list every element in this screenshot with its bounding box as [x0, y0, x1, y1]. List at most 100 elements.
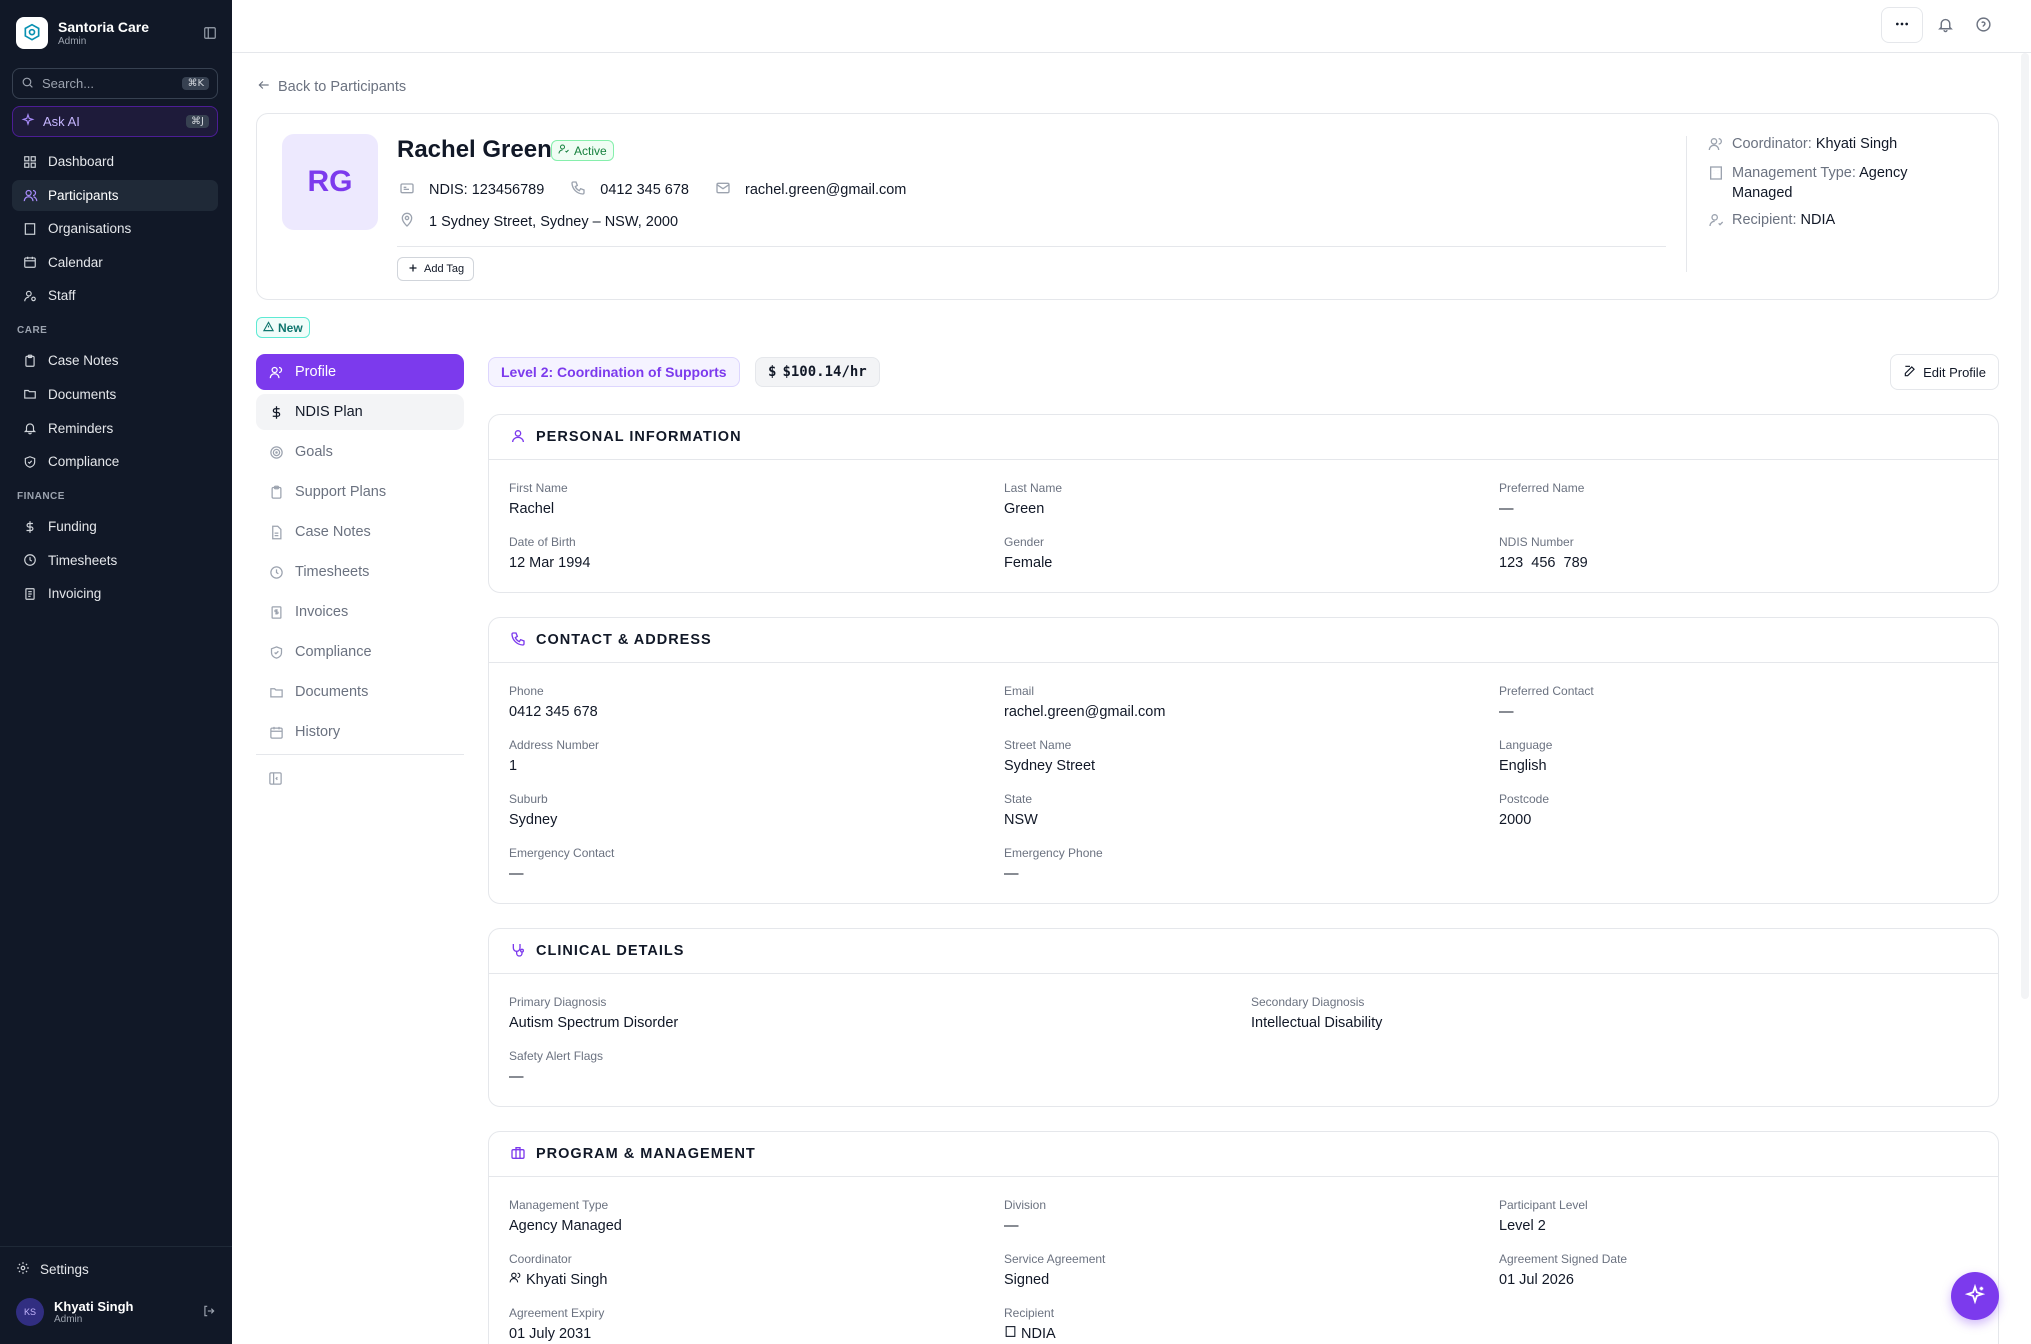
field-value: 01 Jul 2026: [1499, 1272, 1574, 1288]
clock-icon: [268, 564, 284, 580]
search-shortcut: ⌘K: [182, 77, 209, 90]
field-value: —: [509, 866, 524, 882]
field-value: 123 456 789: [1499, 555, 1588, 571]
tab-label: History: [295, 724, 341, 740]
search-icon: [21, 76, 34, 92]
edit-profile-button[interactable]: Edit Profile: [1890, 354, 1999, 390]
field-label: Management Type: [509, 1198, 609, 1212]
field-postcode: Postcode 2000: [1499, 792, 1549, 829]
nav-label: Timesheets: [48, 552, 118, 568]
tab-label: Timesheets: [295, 564, 370, 580]
management-label: Management Type:: [1732, 165, 1856, 181]
tab-ndis-plan[interactable]: NDIS Plan: [256, 394, 464, 430]
nav-label: Participants: [48, 187, 119, 203]
nav-item-case-notes[interactable]: Case Notes: [12, 345, 218, 376]
nav-item-settings[interactable]: Settings: [16, 1261, 89, 1278]
ai-assistant-fab[interactable]: [1951, 1272, 1999, 1320]
more-horizontal-icon: [1894, 16, 1910, 35]
phone-icon: [510, 631, 526, 650]
tabs-divider: [256, 754, 464, 755]
sidebar-toggle-icon[interactable]: [202, 25, 218, 41]
coordinator-name: Khyati Singh: [526, 1272, 608, 1288]
field-management-type: Management Type Agency Managed: [509, 1198, 622, 1235]
tab-goals[interactable]: Goals: [256, 434, 464, 470]
field-gender: Gender Female: [1004, 535, 1052, 572]
section-header: CONTACT & ADDRESS: [489, 618, 1998, 663]
help-button[interactable]: [1975, 16, 1992, 36]
scrollbar[interactable]: [2021, 53, 2029, 999]
field-value: Khyati Singh: [509, 1271, 607, 1289]
nav-item-calendar[interactable]: Calendar: [12, 247, 218, 278]
tab-label: Documents: [295, 684, 369, 700]
nav-item-organisations[interactable]: Organisations: [12, 213, 218, 244]
field-label: Preferred Name: [1499, 481, 1585, 495]
user-icon: [510, 428, 526, 447]
field-value: NSW: [1004, 812, 1038, 828]
mail-icon: [715, 180, 731, 200]
hourly-rate-pill: $ $100.14/hr: [755, 357, 880, 387]
field-label: Recipient: [1004, 1306, 1055, 1320]
field-value: —: [1499, 501, 1514, 517]
brand-logo[interactable]: [16, 17, 48, 49]
nav-item-compliance[interactable]: Compliance: [12, 446, 218, 477]
tab-compliance[interactable]: Compliance: [256, 634, 464, 670]
section-title: CLINICAL DETAILS: [536, 943, 685, 959]
nav-section-finance: FINANCE: [17, 491, 65, 503]
field-emergency-contact: Emergency Contact —: [509, 846, 614, 883]
user-profile[interactable]: KS Khyati Singh Admin: [16, 1298, 216, 1326]
section-header: PROGRAM & MANAGEMENT: [489, 1132, 1998, 1177]
ask-ai-button[interactable]: Ask AI ⌘J: [12, 106, 218, 137]
logout-icon[interactable]: [202, 1304, 216, 1321]
collapse-tabs-icon[interactable]: [268, 771, 283, 789]
field-label: Address Number: [509, 738, 600, 752]
add-tag-button[interactable]: Add Tag: [397, 257, 475, 281]
tab-invoices[interactable]: Invoices: [256, 594, 464, 630]
tab-case-notes[interactable]: Case Notes: [256, 514, 464, 550]
field-label: NDIS Number: [1499, 535, 1574, 549]
field-label: Coordinator: [509, 1252, 572, 1266]
field-label: Emergency Phone: [1004, 846, 1103, 860]
clinical-details-section: CLINICAL DETAILS Primary Diagnosis Autism…: [488, 928, 1999, 1107]
nav-item-staff[interactable]: Staff: [12, 280, 218, 311]
field-value: 2000: [1499, 812, 1532, 828]
tab-support-plans[interactable]: Support Plans: [256, 474, 464, 510]
nav-item-reminders[interactable]: Reminders: [12, 413, 218, 444]
briefcase-icon: [510, 1145, 526, 1164]
tab-timesheets[interactable]: Timesheets: [256, 554, 464, 590]
field-value: 0412 345 678: [509, 704, 598, 720]
more-options-button[interactable]: [1881, 7, 1923, 43]
nav-item-funding[interactable]: Funding: [12, 511, 218, 542]
field-label: Secondary Diagnosis: [1251, 995, 1365, 1009]
nav-item-participants[interactable]: Participants: [12, 179, 218, 211]
coordinator-meta: Coordinator: Khyati Singh: [1708, 134, 1978, 158]
tab-label: Invoices: [295, 604, 349, 620]
field-agreement-signed-date: Agreement Signed Date 01 Jul 2026: [1499, 1252, 1627, 1289]
nav-label: Staff: [48, 288, 76, 304]
notifications-button[interactable]: [1937, 16, 1954, 36]
folder-icon: [268, 684, 284, 700]
nav-item-invoicing[interactable]: Invoicing: [12, 578, 218, 609]
topbar: [232, 0, 2031, 53]
participant-meta-row: NDIS: 123456789 0412 345 678 rachel.gree…: [399, 180, 932, 200]
tab-history[interactable]: History: [256, 714, 464, 750]
field-value: Rachel: [509, 501, 555, 517]
nav-item-timesheets[interactable]: Timesheets: [12, 545, 218, 576]
nav-item-documents[interactable]: Documents: [12, 379, 218, 410]
gear-icon: [16, 1261, 30, 1278]
user-group-icon: [268, 364, 284, 380]
field-label: Division: [1004, 1198, 1047, 1212]
user-name: Khyati Singh: [54, 1298, 134, 1314]
help-circle-icon: [1975, 17, 1992, 36]
field-suburb: Suburb Sydney: [509, 792, 557, 829]
search-input[interactable]: Search... ⌘K: [12, 68, 218, 99]
field-street-name: Street Name Sydney Street: [1004, 738, 1095, 775]
back-to-participants-link[interactable]: Back to Participants: [257, 78, 406, 96]
settings-label: Settings: [40, 1262, 89, 1277]
field-preferred-name: Preferred Name —: [1499, 481, 1584, 518]
tab-profile[interactable]: Profile: [256, 354, 464, 390]
building-icon: [22, 221, 38, 237]
ndis-meta: NDIS: 123456789: [399, 180, 544, 200]
nav-item-dashboard[interactable]: Dashboard: [12, 146, 218, 177]
tab-documents[interactable]: Documents: [256, 674, 464, 710]
header-divider: [397, 246, 1666, 247]
